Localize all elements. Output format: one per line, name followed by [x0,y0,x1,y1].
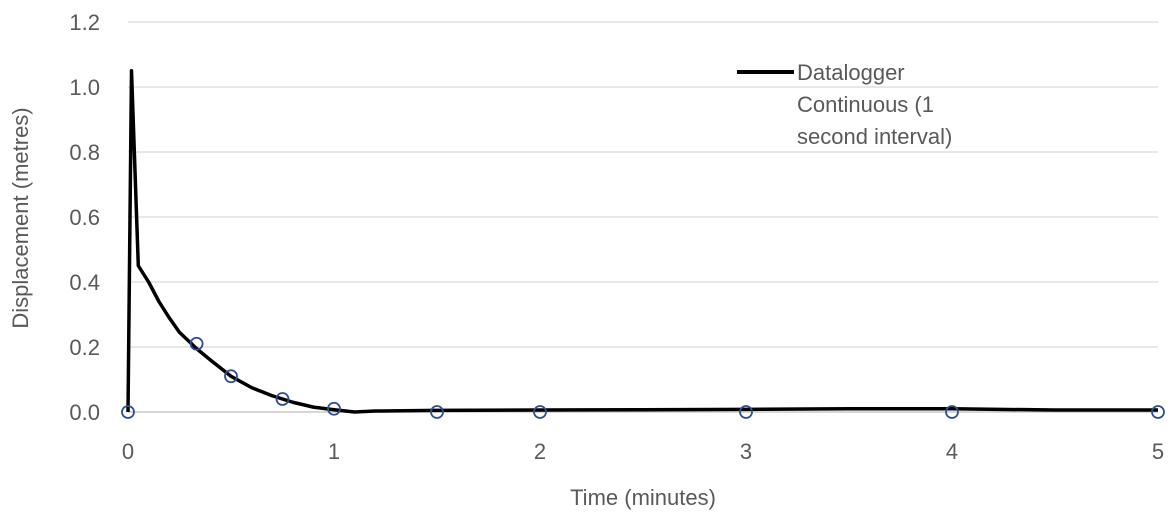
y-tick-label: 0.4 [69,270,100,295]
x-tick-label: 1 [328,439,340,464]
x-tick-labels: 0 1 2 3 4 5 [122,439,1164,464]
data-point-marker [121,405,135,419]
y-tick-label: 1.0 [69,75,100,100]
x-axis-title: Time (minutes) [570,485,716,510]
legend: Datalogger Continuous (1 second interval… [737,60,952,149]
gridlines [128,21,1158,413]
data-point-marker [327,401,341,416]
y-tick-label: 1.2 [69,10,100,35]
y-tick-label: 0.2 [69,335,100,360]
marker-layer [121,336,1165,419]
data-point-marker [189,336,204,351]
legend-label-line-1: Datalogger [797,60,905,85]
data-point-marker [224,369,238,384]
y-axis-title: Displacement (metres) [8,107,33,328]
y-tick-labels: 0.0 0.2 0.4 0.6 0.8 1.0 1.2 [69,10,100,425]
x-tick-label: 2 [534,439,546,464]
x-tick-label: 0 [122,439,134,464]
y-tick-label: 0.0 [69,400,100,425]
y-tick-label: 0.6 [69,205,100,230]
x-tick-label: 4 [946,439,958,464]
data-point-marker [533,405,547,419]
y-tick-label: 0.8 [69,140,100,165]
series-layer [126,69,1158,414]
legend-label-line-3: second interval) [797,124,952,149]
x-tick-label: 5 [1152,439,1164,464]
legend-label: Datalogger Continuous (1 second interval… [797,60,952,149]
data-point-marker [945,405,959,419]
data-point-marker [430,405,444,419]
data-point-marker [739,405,753,419]
series-line-datalogger [126,69,1158,414]
x-tick-label: 3 [740,439,752,464]
data-point-marker [275,392,290,406]
legend-label-line-2: Continuous (1 [797,92,934,117]
data-point-marker [1151,405,1165,419]
